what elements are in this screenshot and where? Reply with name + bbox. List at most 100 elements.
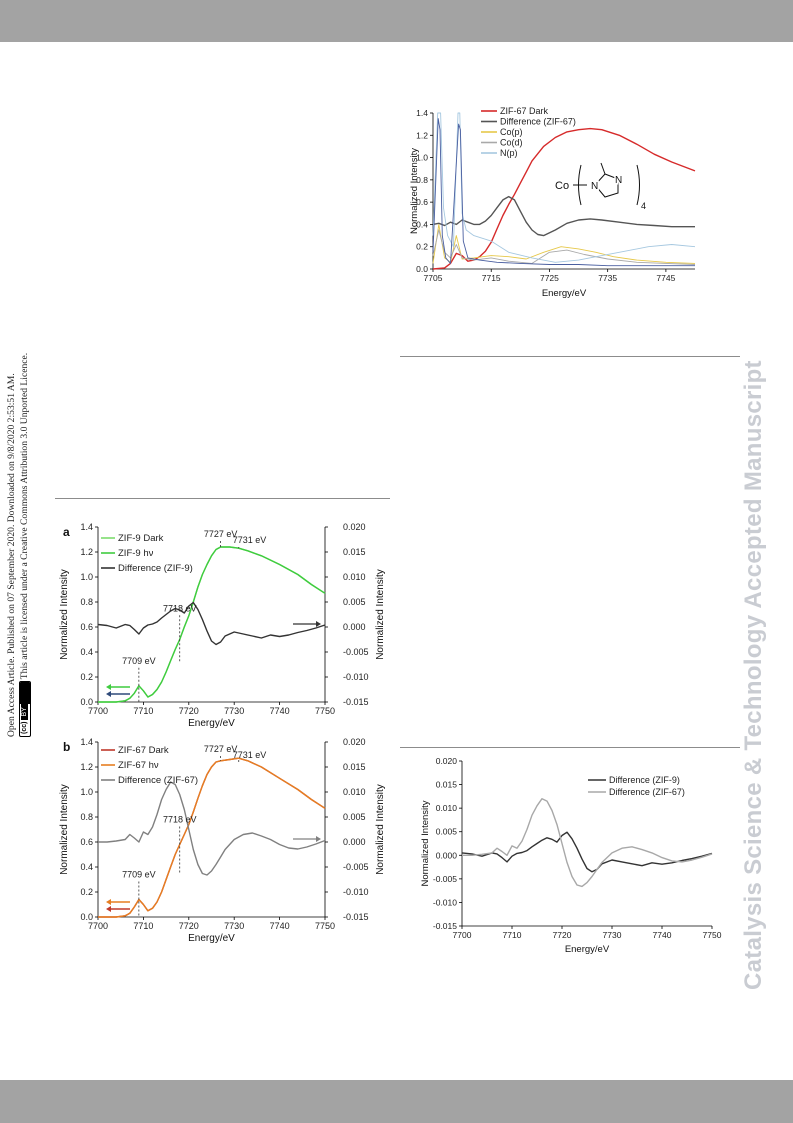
x-axis-label: Energy/eV [188,933,235,944]
y-tick-label: 0.005 [436,827,458,837]
chart-panel-a: 7700 7710 7720 7730 7740 7750 0.0 0.2 0.4 0.6 0.8 1… [59,522,386,729]
left-axis-arrowhead [106,691,111,697]
x-tick-label: 7715 [482,273,501,283]
legend-label: Co(d) [500,138,523,148]
panel-label: a [63,525,70,539]
legend-label: N(p) [500,148,518,158]
series-line-1 [98,546,326,703]
legend-label: Difference (ZIF-67) [118,775,198,786]
y-tick-label: 0.020 [436,756,458,766]
x-tick-label: 7750 [315,706,335,716]
x-axis-label: Energy/eV [542,288,587,299]
y2-tick-label: -0.005 [343,862,369,872]
y2-tick-label: -0.005 [343,647,369,657]
annotation-label: 7709 eV [122,656,156,666]
formula-atom-n3: N [615,175,622,186]
top-band [0,0,793,42]
formula-bracket-right [636,164,640,206]
x-tick-label: 7740 [270,706,290,716]
y-tick-label: -0.005 [433,874,457,884]
cc-badge-label: BY [20,704,28,720]
y-tick-label: 0.2 [80,672,93,682]
x-tick-label: 7730 [603,930,622,940]
formula-atom-n1: N [591,181,598,192]
y-tick-label: 1.0 [80,787,93,797]
series-line-0 [461,831,713,873]
y-tick-label: 0.8 [416,175,428,185]
y2-axis-label: Normalized Intensity [375,569,386,660]
y2-tick-label: 0.005 [343,812,366,822]
legend-label: ZIF-9 hν [118,548,154,559]
y2-tick-label: 0.010 [343,572,366,582]
right-axis-arrowhead [316,621,321,627]
legend-label: Co(p) [500,127,523,137]
y2-tick-label: -0.015 [343,697,369,707]
y-tick-label: 0.000 [436,850,458,860]
y-tick-label: 1.0 [416,153,428,163]
y2-tick-label: 0.005 [343,597,366,607]
x-tick-label: 7720 [179,921,199,931]
x-tick-label: 7705 [424,273,443,283]
series-line-2 [97,601,326,646]
formula-bracket-left [578,164,582,206]
annotation-label: 7718 eV [163,815,197,825]
series-line-4 [432,112,696,263]
legend-label: Difference (ZIF-9) [609,775,680,785]
y-tick-label: 1.4 [80,737,93,747]
y-tick-label: 1.2 [416,130,428,140]
legend-label: Difference (ZIF-67) [500,117,576,127]
chart-top-right: 7705 7715 7725 7735 7745 0.0 0.2 0.4 0.6 0.8 1.0 1.… [409,106,696,299]
y-tick-label: 0.4 [416,219,428,229]
right-axis-arrowhead [316,836,321,842]
x-axis-label: Energy/eV [565,944,610,955]
x-tick-label: 7700 [453,930,472,940]
x-tick-label: 7730 [224,921,244,931]
annotation-label: 7718 eV [163,603,197,613]
y-tick-label: 0.6 [416,197,428,207]
y-tick-label: 0.8 [80,597,93,607]
open-access-notice-line1: Open Access Article. Published on 07 Sep… [6,373,17,737]
x-axis-label: Energy/eV [188,718,235,729]
bottom-band [0,1080,793,1123]
divider-bottom-right [400,747,740,748]
x-tick-label: 7750 [315,921,335,931]
y2-tick-label: -0.015 [343,912,369,922]
x-tick-label: 7745 [656,273,675,283]
annotation-label: 7731 eV [233,535,267,545]
y-tick-label: 0.0 [80,912,93,922]
legend-label: ZIF-9 Dark [118,533,164,544]
x-tick-label: 7710 [133,706,153,716]
legend-label: ZIF-67 Dark [118,745,169,756]
y2-tick-label: 0.020 [343,522,366,532]
journal-watermark: Catalysis Science & Technology Accepted … [740,360,767,990]
left-axis-arrowhead [106,906,111,912]
y-tick-label: 0.6 [80,837,93,847]
x-tick-label: 7730 [224,706,244,716]
y-tick-label: -0.015 [433,921,457,931]
y-tick-label: 1.0 [80,572,93,582]
series-line-5 [432,118,695,267]
series-line-3 [432,229,696,265]
y-tick-label: 0.6 [80,622,93,632]
y-tick-label: 0.2 [80,887,93,897]
y-tick-label: 0.0 [416,264,428,274]
y2-tick-label: -0.010 [343,887,369,897]
legend-label: ZIF-67 hν [118,760,159,771]
left-axis-arrowhead [106,684,111,690]
x-tick-label: 7725 [540,273,559,283]
y-tick-label: 1.4 [416,108,428,118]
x-tick-label: 7700 [88,921,108,931]
x-tick-label: 7735 [598,273,617,283]
cc-license-badge: (cc)BY [18,681,31,737]
y-tick-label: 0.4 [80,647,93,657]
x-tick-label: 7750 [703,930,722,940]
formula-methyl [600,162,606,175]
y-tick-label: 0.010 [436,803,458,813]
x-tick-label: 7740 [270,921,290,931]
chart-bottom-right: 7700 7710 7720 7730 7740 7750 -0.015 -0.010 -0.0… [420,756,722,955]
y2-tick-label: -0.010 [343,672,369,682]
series-line-0 [432,127,696,270]
y-tick-label: 0.8 [80,812,93,822]
y-tick-label: 1.4 [80,522,93,532]
y2-tick-label: 0.010 [343,787,366,797]
